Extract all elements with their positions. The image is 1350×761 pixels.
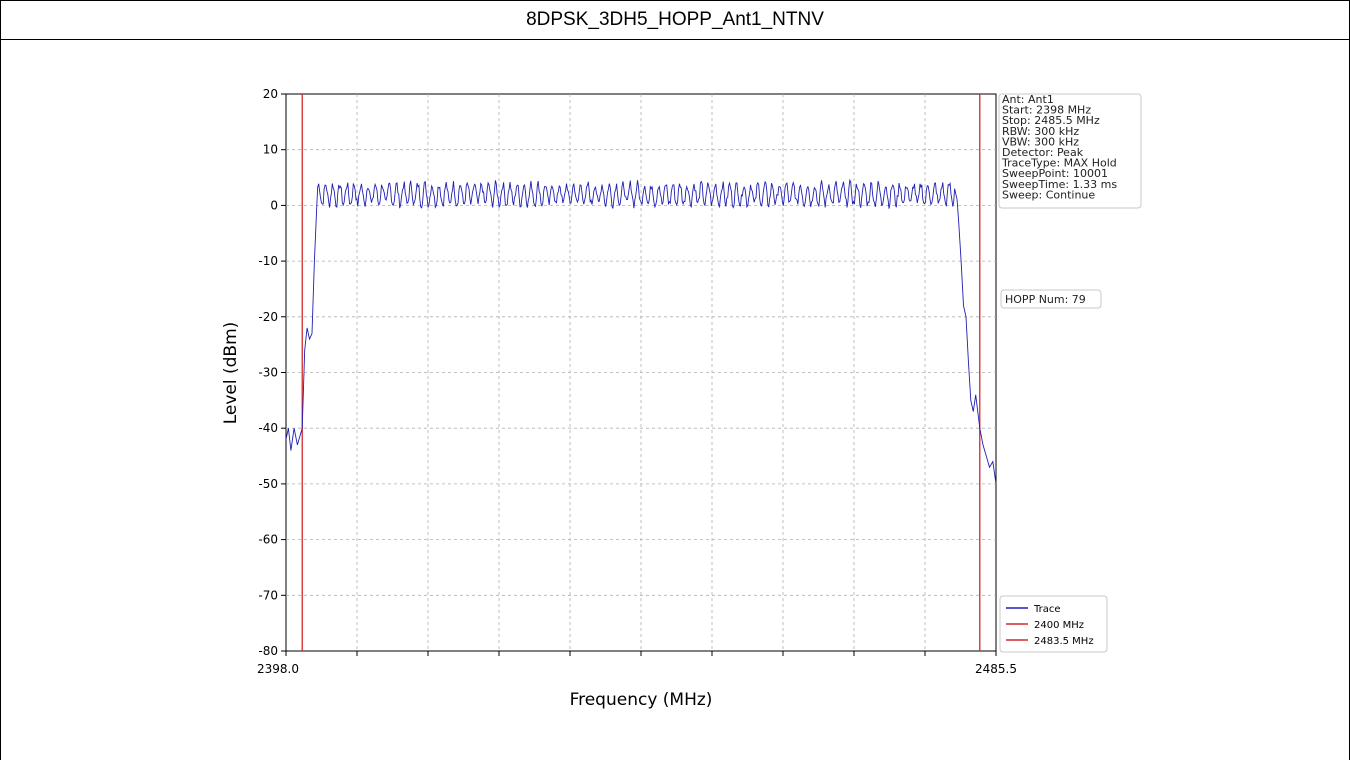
y-tick-label: -50 xyxy=(258,477,278,491)
y-tick-label: 10 xyxy=(263,143,278,157)
x-axis-title: Frequency (MHz) xyxy=(570,690,713,710)
legend-label: 2400 MHz xyxy=(1034,620,1084,631)
axis-layer: 20 10 0 -10 -20 -30 -40 -50 -60 -70 -80 2398.0 2485.… xyxy=(257,87,1017,676)
y-tick-label: 20 xyxy=(263,87,278,101)
info-line: Detector: Peak xyxy=(1002,146,1084,159)
info-line: VBW: 300 kHz xyxy=(1002,135,1079,148)
info-line: Sweep: Continue xyxy=(1002,188,1095,201)
y-axis-title: Level (dBm) xyxy=(221,322,241,425)
legend-label: 2483.5 MHz xyxy=(1034,636,1094,647)
info-line: Start: 2398 MHz xyxy=(1002,104,1091,117)
y-tick-label: -60 xyxy=(258,533,278,547)
y-tick-label: -20 xyxy=(258,310,278,324)
y-tick-label: -40 xyxy=(258,421,278,435)
trace-line xyxy=(285,178,997,484)
info-line: SweepPoint: 10001 xyxy=(1002,167,1108,180)
info-line: Ant: Ant1 xyxy=(1002,93,1054,106)
legend-label: Trace xyxy=(1033,604,1061,615)
marks-layer xyxy=(285,94,997,651)
info-box xyxy=(998,93,1142,209)
legend: Trace 2400 MHz 2483.5 MHz xyxy=(999,595,1108,653)
grid-layer xyxy=(286,94,996,651)
hopp-num-label: HOPP Num: 79 xyxy=(1005,293,1086,306)
info-line: TraceType: MAX Hold xyxy=(1001,157,1117,170)
info-line: SweepTime: 1.33 ms xyxy=(1002,178,1117,191)
y-tick-label: -30 xyxy=(258,366,278,380)
y-tick-label: -10 xyxy=(258,254,278,268)
y-tick-label: -70 xyxy=(258,588,278,602)
info-line: RBW: 300 kHz xyxy=(1002,125,1079,138)
legend-box xyxy=(999,595,1108,653)
y-tick-label: -80 xyxy=(258,644,278,658)
page-title: 8DPSK_3DH5_HOPP_Ant1_NTNV xyxy=(1,1,1349,40)
x-tick-label: 2485.5 xyxy=(975,662,1017,676)
y-tick-label: 0 xyxy=(270,198,278,212)
info-line: Stop: 2485.5 MHz xyxy=(1002,114,1100,127)
x-tick-label: 2398.0 xyxy=(257,662,299,676)
hopp-box xyxy=(1000,289,1102,309)
